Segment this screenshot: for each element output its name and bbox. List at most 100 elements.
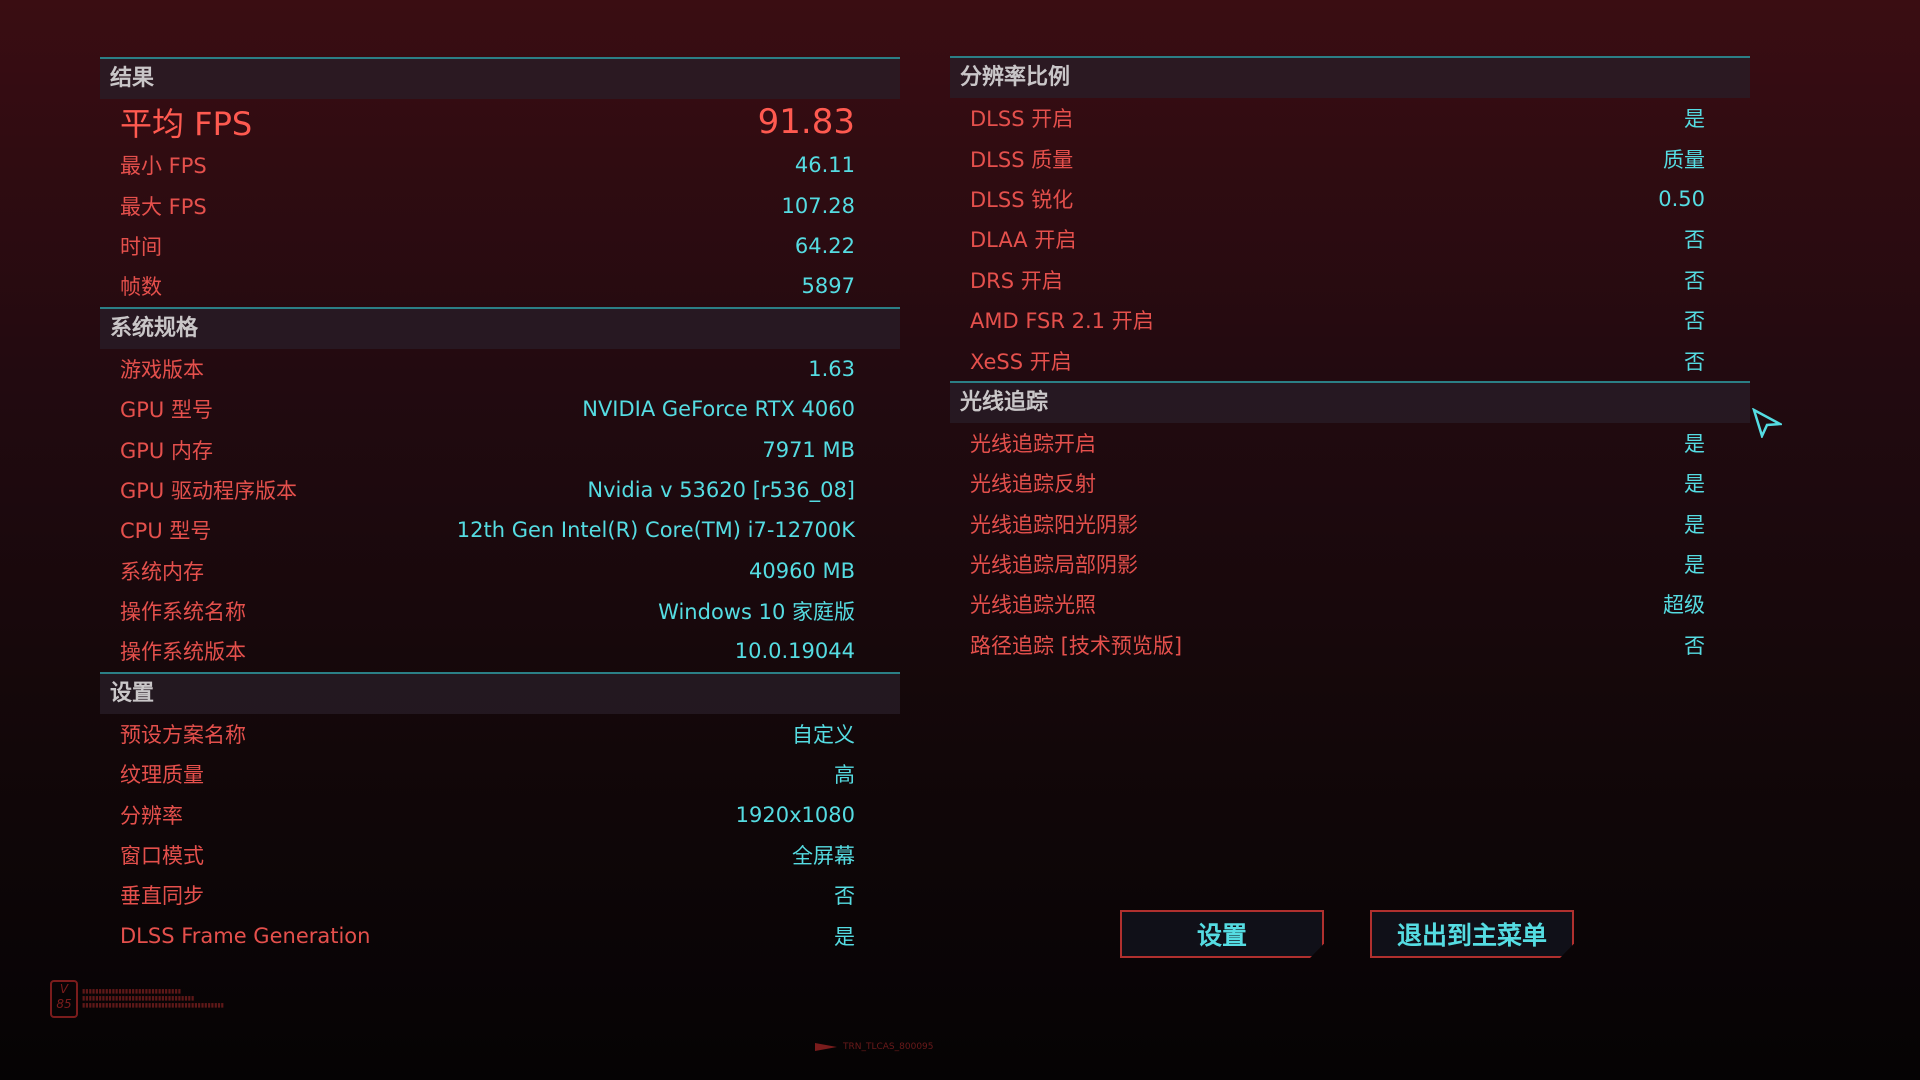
stat-value: 否 [1684, 309, 1705, 334]
stat-label: 时间 [120, 234, 162, 259]
stat-row: 纹理质量 高 [100, 754, 900, 794]
stat-row: 预设方案名称 自定义 [100, 714, 900, 754]
stat-row: 窗口模式 全屏幕 [100, 835, 900, 875]
section: 结果 平均 FPS 91.83 最小 FPS 46.11 最大 FPS 107.28 时间 64… [100, 57, 900, 307]
stat-label: DLAA 开启 [970, 228, 1077, 253]
section-title: 结果 [100, 59, 900, 99]
stat-row: 系统内存 40960 MB [100, 551, 900, 591]
stat-label: 光线追踪光照 [970, 593, 1096, 618]
stat-value: 是 [1684, 431, 1705, 456]
stat-label: 光线追踪阳光阴影 [970, 512, 1138, 537]
footer-code: TRN_TLCAS_800095 [815, 1042, 934, 1052]
stat-value: 1.63 [808, 356, 855, 381]
stat-row: 最小 FPS 46.11 [100, 145, 900, 185]
settings-button[interactable]: 设置 [1120, 910, 1324, 958]
left-panel: 结果 平均 FPS 91.83 最小 FPS 46.11 最大 FPS 107.28 时间 64… [100, 57, 900, 956]
stat-value: Nvidia v 53620 [r536_08] [587, 477, 855, 502]
stat-value: 5897 [801, 274, 855, 299]
section-title: 光线追踪 [950, 382, 1750, 423]
section-title: 分辨率比例 [950, 58, 1750, 98]
stat-row: 平均 FPS 91.83 [100, 99, 900, 145]
stat-value: 否 [1684, 349, 1705, 374]
stat-label: XeSS 开启 [970, 349, 1072, 374]
stat-label: 帧数 [120, 275, 162, 300]
stat-row: DRS 开启 否 [950, 260, 1750, 300]
stat-value: 是 [1684, 512, 1705, 537]
stat-label: 操作系统版本 [120, 640, 246, 665]
stat-row: DLSS 锐化 0.50 [950, 179, 1750, 219]
stat-label: GPU 驱动程序版本 [120, 478, 297, 503]
stat-label: DLSS 质量 [970, 147, 1074, 172]
arrow-icon [815, 1043, 837, 1051]
section-title: 系统规格 [100, 308, 900, 349]
stat-value: 是 [1684, 553, 1705, 578]
stat-label: 操作系统名称 [120, 600, 246, 625]
stat-value: Windows 10 家庭版 [658, 600, 855, 625]
stat-label: 垂直同步 [120, 884, 204, 909]
stat-label: 光线追踪开启 [970, 431, 1096, 456]
stat-row: GPU 内存 7971 MB [100, 429, 900, 469]
stat-label: DLSS Frame Generation [120, 923, 371, 948]
stat-row: 操作系统名称 Windows 10 家庭版 [100, 591, 900, 631]
stat-label: GPU 内存 [120, 438, 213, 463]
stat-label: CPU 型号 [120, 519, 212, 544]
stat-label: 光线追踪反射 [970, 472, 1096, 497]
stat-value: 是 [1684, 107, 1705, 132]
stat-label: 最小 FPS [120, 154, 207, 179]
stat-value: 是 [1684, 472, 1705, 497]
section: 系统规格 游戏版本 1.63 GPU 型号 NVIDIA GeForce RTX 406… [100, 306, 900, 672]
stat-value: 自定义 [792, 722, 855, 747]
section: 光线追踪 光线追踪开启是光线追踪反射是光线追踪阳光阴影是光线追踪局部阴影是光线追踪… [950, 380, 1750, 665]
stat-label: DRS 开启 [970, 268, 1063, 293]
stat-row: 帧数 5897 [100, 266, 900, 306]
stat-row: 路径追踪 [技术预览版] 否 [950, 625, 1750, 665]
stat-value: 12th Gen Intel(R) Core(TM) i7-12700K [456, 518, 855, 543]
stat-label: GPU 型号 [120, 398, 213, 423]
stat-value: 1920x1080 [735, 802, 855, 827]
version-badge: V 85 [50, 980, 78, 1018]
stat-label: 光线追踪局部阴影 [970, 553, 1138, 578]
stat-row: AMD FSR 2.1 开启 否 [950, 300, 1750, 340]
stat-label: 分辨率 [120, 803, 183, 828]
stat-row: 游戏版本 1.63 [100, 349, 900, 389]
section-title: 设置 [100, 673, 900, 714]
exit-to-main-menu-button[interactable]: 退出到主菜单 [1370, 910, 1574, 958]
stat-label: 窗口模式 [120, 844, 204, 869]
stat-label: DLSS 开启 [970, 107, 1074, 132]
stat-value: 40960 MB [748, 558, 855, 583]
stat-row: DLSS 开启 是 [950, 98, 1750, 138]
stat-value: NVIDIA GeForce RTX 4060 [582, 397, 855, 422]
stat-row: CPU 型号 12th Gen Intel(R) Core(TM) i7-1270… [100, 510, 900, 550]
right-panel: 分辨率比例 DLSS 开启是 DLSS 质量 质量 DLSS 锐化 0.50 DLAA 开启… [950, 56, 1750, 665]
stat-row: 时间 64.22 [100, 226, 900, 266]
stat-value: 10.0.19044 [734, 639, 855, 664]
stat-value: 全屏幕 [792, 844, 855, 869]
stat-row: DLSS 质量 质量 [950, 138, 1750, 178]
stat-row: DLSS Frame Generation 是 [100, 916, 900, 956]
section: 分辨率比例 DLSS 开启 是 DLSS 质量 质量 DLSS 锐化 0.50 DLAA 开启… [950, 56, 1750, 381]
stat-row: 光线追踪局部阴影 是 [950, 544, 1750, 584]
stat-row: GPU 型号 NVIDIA GeForce RTX 4060 [100, 389, 900, 429]
stat-value: 64.22 [794, 233, 855, 258]
stat-value: 否 [1684, 228, 1705, 253]
stat-row: 分辨率 1920x1080 [100, 794, 900, 834]
stat-value: 是 [834, 924, 855, 949]
stat-value: 否 [1684, 268, 1705, 293]
stat-label: 平均 FPS [120, 105, 253, 143]
version-badge-text: V 85 [56, 982, 72, 1011]
stat-label: 系统内存 [120, 559, 204, 584]
stat-value: 否 [1684, 633, 1705, 658]
stat-label: AMD FSR 2.1 开启 [970, 309, 1154, 334]
stat-value: 0.50 [1658, 186, 1705, 211]
stat-row: 光线追踪阳光阴影 是 [950, 504, 1750, 544]
stat-row: 最大 FPS 107.28 [100, 185, 900, 225]
stat-row: 光线追踪光照 超级 [950, 584, 1750, 624]
stat-row: 垂直同步 否 [100, 875, 900, 915]
stat-value: 超级 [1663, 593, 1705, 618]
stat-value: 高 [834, 763, 855, 788]
stat-row: 操作系统版本 10.0.19044 [100, 631, 900, 671]
fine-print-decoration: ▮▮▮▮▮▮▮▮▮▮▮▮▮▮▮▮▮▮▮▮▮▮▮▮▮▮▮▮▮▮ ▮▮▮▮▮▮▮▮▮▮… [82, 988, 224, 1009]
stat-row: 光线追踪反射 是 [950, 463, 1750, 503]
stat-value: 7971 MB [762, 437, 855, 462]
stat-row: DLAA 开启 否 [950, 219, 1750, 259]
